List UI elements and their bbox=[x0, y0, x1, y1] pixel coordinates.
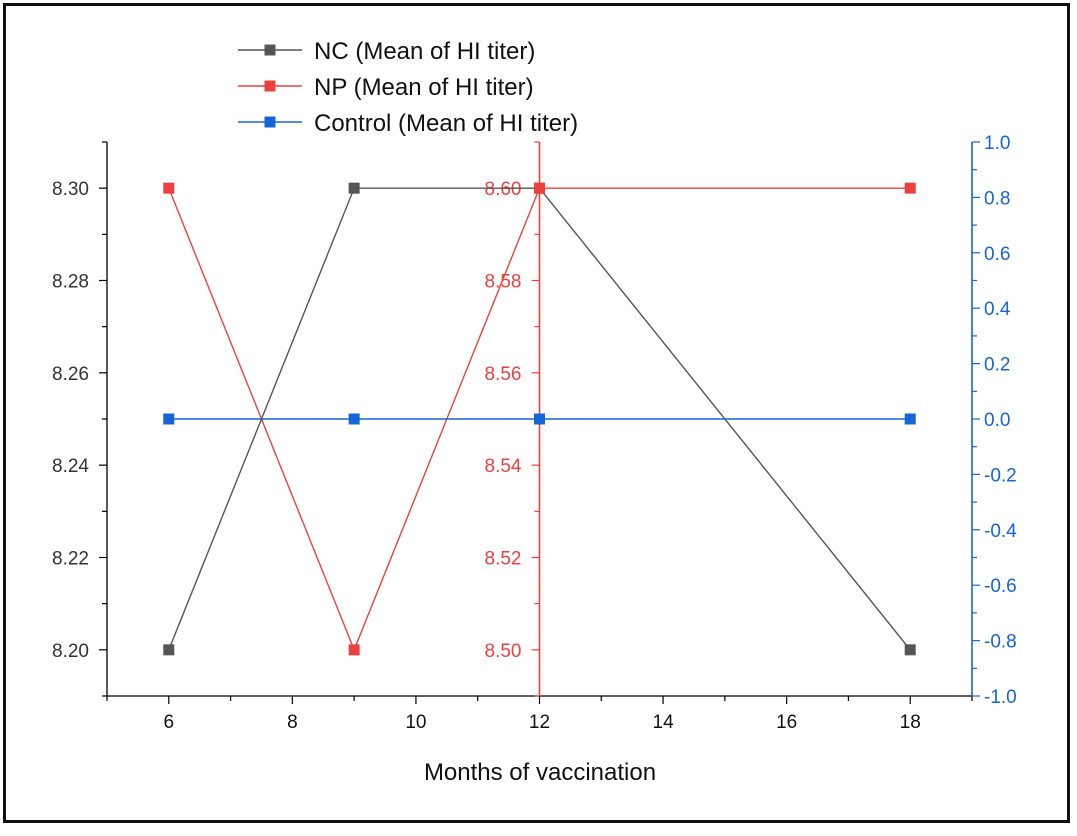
left-y-tick-label: 8.20 bbox=[52, 641, 89, 662]
x-tick-label: 8 bbox=[287, 712, 298, 733]
legend-marker-3 bbox=[264, 116, 276, 128]
x-tick-label: 6 bbox=[163, 712, 174, 733]
x-tick-label: 14 bbox=[653, 712, 675, 733]
series-layer bbox=[163, 182, 916, 656]
left-y-tick-label: 8.22 bbox=[52, 549, 89, 570]
right-y-tick-label: 0.8 bbox=[984, 188, 1010, 209]
series-marker-2 bbox=[163, 182, 175, 194]
series-marker-2 bbox=[904, 182, 916, 194]
legend-marker-2 bbox=[264, 80, 276, 92]
legend-label-2: NP (Mean of HI titer) bbox=[314, 74, 534, 101]
left-y-tick-label: 8.26 bbox=[52, 364, 89, 385]
series-marker-2 bbox=[348, 644, 360, 656]
left-y-tick-label: 8.24 bbox=[52, 456, 89, 477]
right-y-tick-label: 0.2 bbox=[984, 355, 1010, 376]
right-y-tick-label: 0.6 bbox=[984, 244, 1010, 265]
series-marker-1 bbox=[904, 644, 916, 656]
legend-label-1: NC (Mean of HI titer) bbox=[314, 38, 535, 65]
middle-y-tick-label: 8.58 bbox=[485, 272, 522, 293]
x-tick-label: 12 bbox=[529, 712, 550, 733]
chart-frame bbox=[3, 3, 1070, 823]
right-y-tick-label: 0.0 bbox=[984, 410, 1010, 431]
middle-y-tick-label: 8.54 bbox=[485, 456, 522, 477]
x-tick-label: 10 bbox=[405, 712, 426, 733]
middle-y-tick-label: 8.50 bbox=[485, 641, 522, 662]
series-marker-3 bbox=[904, 413, 916, 425]
x-tick-label: 16 bbox=[776, 712, 797, 733]
series-marker-3 bbox=[348, 413, 360, 425]
legend-marker-1 bbox=[264, 44, 276, 56]
left-y-tick-label: 8.30 bbox=[52, 179, 89, 200]
series-marker-3 bbox=[534, 413, 545, 425]
right-y-tick-label: -0.4 bbox=[984, 521, 1017, 542]
x-axis-title: Months of vaccination bbox=[424, 759, 656, 786]
x-tick-label: 18 bbox=[900, 712, 921, 733]
series-marker-2 bbox=[534, 182, 545, 194]
series-marker-1 bbox=[163, 644, 175, 656]
middle-y-tick-label: 8.52 bbox=[485, 549, 522, 570]
legend: NC (Mean of HI titer) NP (Mean of HI tite… bbox=[238, 38, 578, 137]
right-y-tick-label: -0.2 bbox=[984, 465, 1017, 486]
middle-y-tick-label: 8.56 bbox=[485, 364, 522, 385]
right-y-tick-label: -0.8 bbox=[984, 632, 1017, 653]
axes-layer: 6 8 10 12 14 16 18 8.20 8.22 8.24 8.26 8.28 8.30 8.50… bbox=[52, 133, 1017, 733]
right-y-tick-label: -1.0 bbox=[984, 687, 1017, 708]
right-y-tick-label: 1.0 bbox=[984, 133, 1010, 154]
legend-label-3: Control (Mean of HI titer) bbox=[314, 110, 578, 137]
middle-y-tick-label: 8.60 bbox=[485, 179, 522, 200]
right-y-tick-label: 0.4 bbox=[984, 299, 1011, 320]
left-y-tick-label: 8.28 bbox=[52, 272, 89, 293]
right-y-tick-label: -0.6 bbox=[984, 576, 1017, 597]
series-marker-3 bbox=[163, 413, 175, 425]
series-marker-1 bbox=[348, 182, 360, 194]
